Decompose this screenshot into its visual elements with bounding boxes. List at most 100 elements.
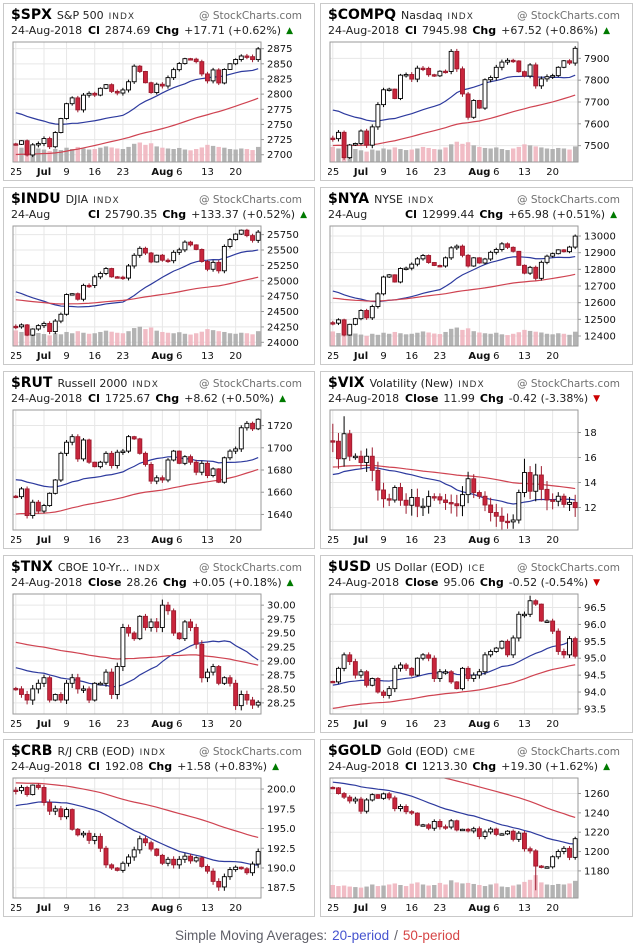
svg-text:2875: 2875 xyxy=(267,44,292,55)
svg-text:197.5: 197.5 xyxy=(267,804,296,815)
chart-panel-rut[interactable]: $RUT Russell 2000 INDX @ StockCharts.com… xyxy=(3,371,315,549)
svg-text:16: 16 xyxy=(405,903,418,914)
svg-text:25500: 25500 xyxy=(267,246,299,257)
svg-text:96.0: 96.0 xyxy=(584,620,606,631)
chart-panel-indu[interactable]: $INDU DJIA INDX @ StockCharts.com 24-Aug… xyxy=(3,187,315,365)
chart-panel-spx[interactable]: $SPX S&P 500 INDX @ StockCharts.com 24-A… xyxy=(3,3,315,181)
svg-text:1660: 1660 xyxy=(267,488,292,499)
svg-text:23: 23 xyxy=(434,903,447,914)
svg-text:23: 23 xyxy=(117,167,130,178)
svg-text:2775: 2775 xyxy=(267,105,292,116)
svg-text:12700: 12700 xyxy=(584,282,616,293)
svg-text:24500: 24500 xyxy=(267,307,299,318)
change-down-icon: ▼ xyxy=(593,394,601,404)
svg-text:6: 6 xyxy=(493,351,499,362)
svg-text:Aug: Aug xyxy=(151,719,173,730)
svg-text:190.0: 190.0 xyxy=(267,864,296,875)
change-value: +133.37 (+0.52%) xyxy=(191,208,296,221)
svg-text:200.0: 200.0 xyxy=(267,785,296,796)
svg-text:Jul: Jul xyxy=(36,351,51,362)
svg-text:1240: 1240 xyxy=(584,808,609,819)
svg-text:Jul: Jul xyxy=(36,903,51,914)
svg-text:Aug: Aug xyxy=(151,167,173,178)
svg-text:Jul: Jul xyxy=(36,719,51,730)
svg-text:20: 20 xyxy=(546,903,559,914)
quote-date: 24-Aug-2018 xyxy=(11,392,83,405)
chart-panel-tnx[interactable]: $TNX CBOE 10-Yr... INDX @ StockCharts.co… xyxy=(3,555,315,733)
svg-text:16: 16 xyxy=(88,351,101,362)
chart-description: S&P 500 xyxy=(56,9,104,22)
svg-text:Aug: Aug xyxy=(468,535,490,546)
chart-exchange: INDX xyxy=(132,380,159,390)
svg-text:6: 6 xyxy=(176,535,182,546)
svg-text:12900: 12900 xyxy=(584,248,616,259)
chart-header: $NYA NYSE INDX @ StockCharts.com xyxy=(328,191,632,208)
svg-text:Aug: Aug xyxy=(151,351,173,362)
quote-date: 24-Aug-2018 xyxy=(328,24,400,37)
change-down-icon: ▼ xyxy=(593,578,601,588)
chart-description: R/J CRB (EOD) xyxy=(57,745,135,758)
close-value: 2874.69 xyxy=(104,24,151,37)
svg-text:6: 6 xyxy=(493,167,499,178)
chart-quote-row: 24-Aug-2018 Close 95.06 Chg -0.52 (-0.54… xyxy=(328,576,632,592)
svg-text:1640: 1640 xyxy=(267,510,292,521)
chart-symbol: $COMPQ xyxy=(328,7,397,23)
chart-description: NYSE xyxy=(374,193,403,206)
svg-text:24750: 24750 xyxy=(267,292,299,303)
svg-text:9: 9 xyxy=(380,535,386,546)
change-label: Chg xyxy=(155,392,180,405)
chart-quote-row: 24-Aug-2018 Close 28.26 Chg +0.05 (+0.18… xyxy=(11,576,314,592)
chart-description: Volatility (New) xyxy=(369,377,454,390)
chart-quote-row: 24-Aug-2018 Cl 2874.69 Chg +17.71 (+0.62… xyxy=(11,24,314,40)
chart-quote-row: 24-Aug Cl 12999.44 Chg +65.98 (+0.51%) ▲ xyxy=(328,208,632,224)
svg-text:29.25: 29.25 xyxy=(267,643,296,654)
close-label: Cl xyxy=(88,24,100,37)
change-up-icon: ▲ xyxy=(610,210,617,220)
chart-description: Nasdaq xyxy=(401,9,443,22)
svg-text:12400: 12400 xyxy=(584,332,616,343)
footer-ma50-label: 50-period xyxy=(402,927,460,943)
chart-description: DJIA xyxy=(65,193,89,206)
close-label: Close xyxy=(88,576,122,589)
chart-panel-nya[interactable]: $NYA NYSE INDX @ StockCharts.com 24-Aug … xyxy=(320,187,633,365)
svg-text:6: 6 xyxy=(176,351,182,362)
svg-text:1700: 1700 xyxy=(267,443,292,454)
svg-text:192.5: 192.5 xyxy=(267,844,296,855)
svg-text:20: 20 xyxy=(546,719,559,730)
change-up-icon: ▲ xyxy=(603,762,610,772)
svg-text:7500: 7500 xyxy=(584,141,609,152)
chart-panel-vix[interactable]: $VIX Volatility (New) INDX @ StockCharts… xyxy=(320,371,633,549)
chart-header: $VIX Volatility (New) INDX @ StockCharts… xyxy=(328,375,632,392)
candlestick-chart: 30.00 29.75 29.50 29.25 29.00 28.75 28.50 28.25… xyxy=(11,593,296,730)
change-label: Chg xyxy=(155,24,180,37)
svg-text:9: 9 xyxy=(63,903,69,914)
close-value: 11.99 xyxy=(443,392,475,405)
chart-panel-usd[interactable]: $USD US Dollar (EOD) ICE @ StockCharts.c… xyxy=(320,555,633,733)
svg-text:16: 16 xyxy=(584,453,597,464)
change-up-icon: ▲ xyxy=(300,210,307,220)
change-value: +65.98 (+0.51%) xyxy=(508,208,606,221)
svg-text:20: 20 xyxy=(546,535,559,546)
svg-text:Aug: Aug xyxy=(468,351,490,362)
chart-panel-crb[interactable]: $CRB R/J CRB (EOD) INDX @ StockCharts.co… xyxy=(3,739,315,917)
chart-symbol: $TNX xyxy=(11,559,53,575)
change-label: Chg xyxy=(148,760,173,773)
chart-quote-row: 24-Aug-2018 Cl 192.08 Chg +1.58 (+0.83%)… xyxy=(11,760,314,776)
svg-text:25: 25 xyxy=(328,903,339,914)
change-value: -0.52 (-0.54%) xyxy=(508,576,589,589)
chart-exchange: INDX xyxy=(93,196,120,206)
svg-text:9: 9 xyxy=(63,351,69,362)
close-label: Cl xyxy=(405,760,417,773)
chart-panel-compq[interactable]: $COMPQ Nasdaq INDX @ StockCharts.com 24-… xyxy=(320,3,633,181)
svg-text:16: 16 xyxy=(405,351,418,362)
chart-panel-gold[interactable]: $GOLD Gold (EOD) CME @ StockCharts.com 2… xyxy=(320,739,633,917)
svg-text:25250: 25250 xyxy=(267,261,299,272)
close-value: 1725.67 xyxy=(104,392,151,405)
svg-text:25000: 25000 xyxy=(267,276,299,287)
stockcharts-watermark: @ StockCharts.com xyxy=(517,10,620,22)
chart-quote-row: 24-Aug-2018 Cl 1213.30 Chg +19.30 (+1.62… xyxy=(328,760,632,776)
